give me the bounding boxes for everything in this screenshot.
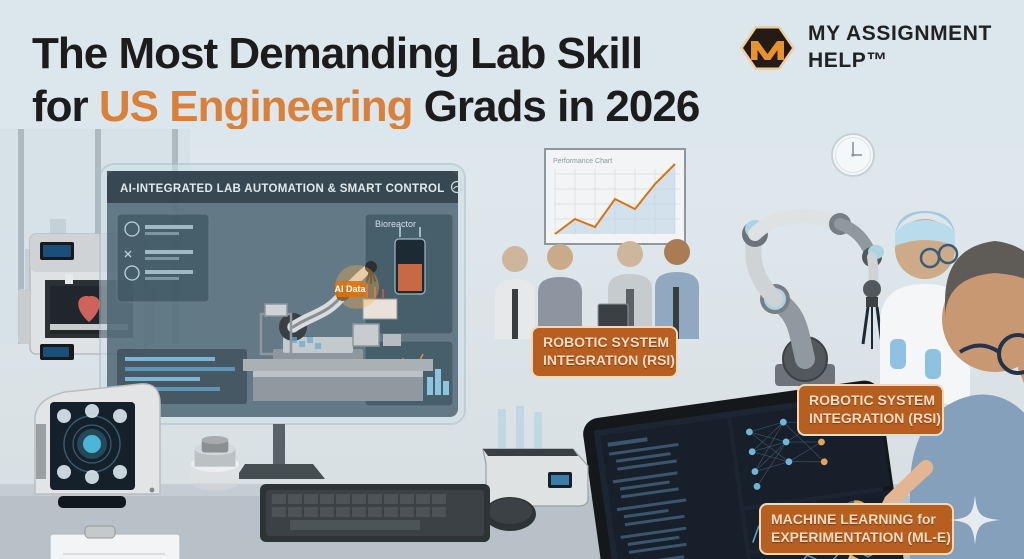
svg-text:Performance Chart: Performance Chart (553, 158, 612, 165)
svg-text:AI-INTEGRATED LAB AUTOMATION &: AI-INTEGRATED LAB AUTOMATION & SMART CON… (120, 183, 445, 195)
svg-text:Bioreactor: Bioreactor (375, 219, 416, 229)
svg-text:AI Data: AI Data (334, 284, 366, 294)
